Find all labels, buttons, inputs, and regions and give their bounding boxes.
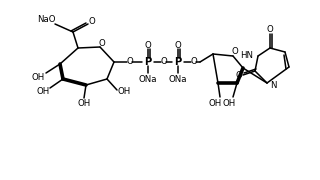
Text: OH: OH: [36, 87, 50, 96]
Text: N: N: [270, 80, 276, 89]
Text: ONa: ONa: [169, 75, 187, 84]
Text: OH: OH: [117, 87, 131, 96]
Text: HN: HN: [241, 51, 253, 60]
Text: OH: OH: [222, 100, 236, 109]
Text: O: O: [145, 40, 151, 50]
Text: OH: OH: [208, 100, 222, 109]
Text: O: O: [99, 39, 105, 48]
Text: O: O: [267, 24, 273, 33]
Text: OH: OH: [31, 73, 44, 82]
Text: P: P: [144, 57, 152, 67]
Text: O: O: [232, 46, 238, 55]
Text: O: O: [161, 57, 167, 66]
Text: O: O: [89, 17, 95, 26]
Text: OH: OH: [77, 100, 91, 109]
Text: P: P: [174, 57, 182, 67]
Text: NaO: NaO: [37, 15, 55, 24]
Text: ONa: ONa: [139, 75, 157, 84]
Text: O: O: [236, 71, 242, 80]
Text: O: O: [191, 57, 197, 66]
Text: O: O: [175, 40, 181, 50]
Text: O: O: [127, 57, 133, 66]
